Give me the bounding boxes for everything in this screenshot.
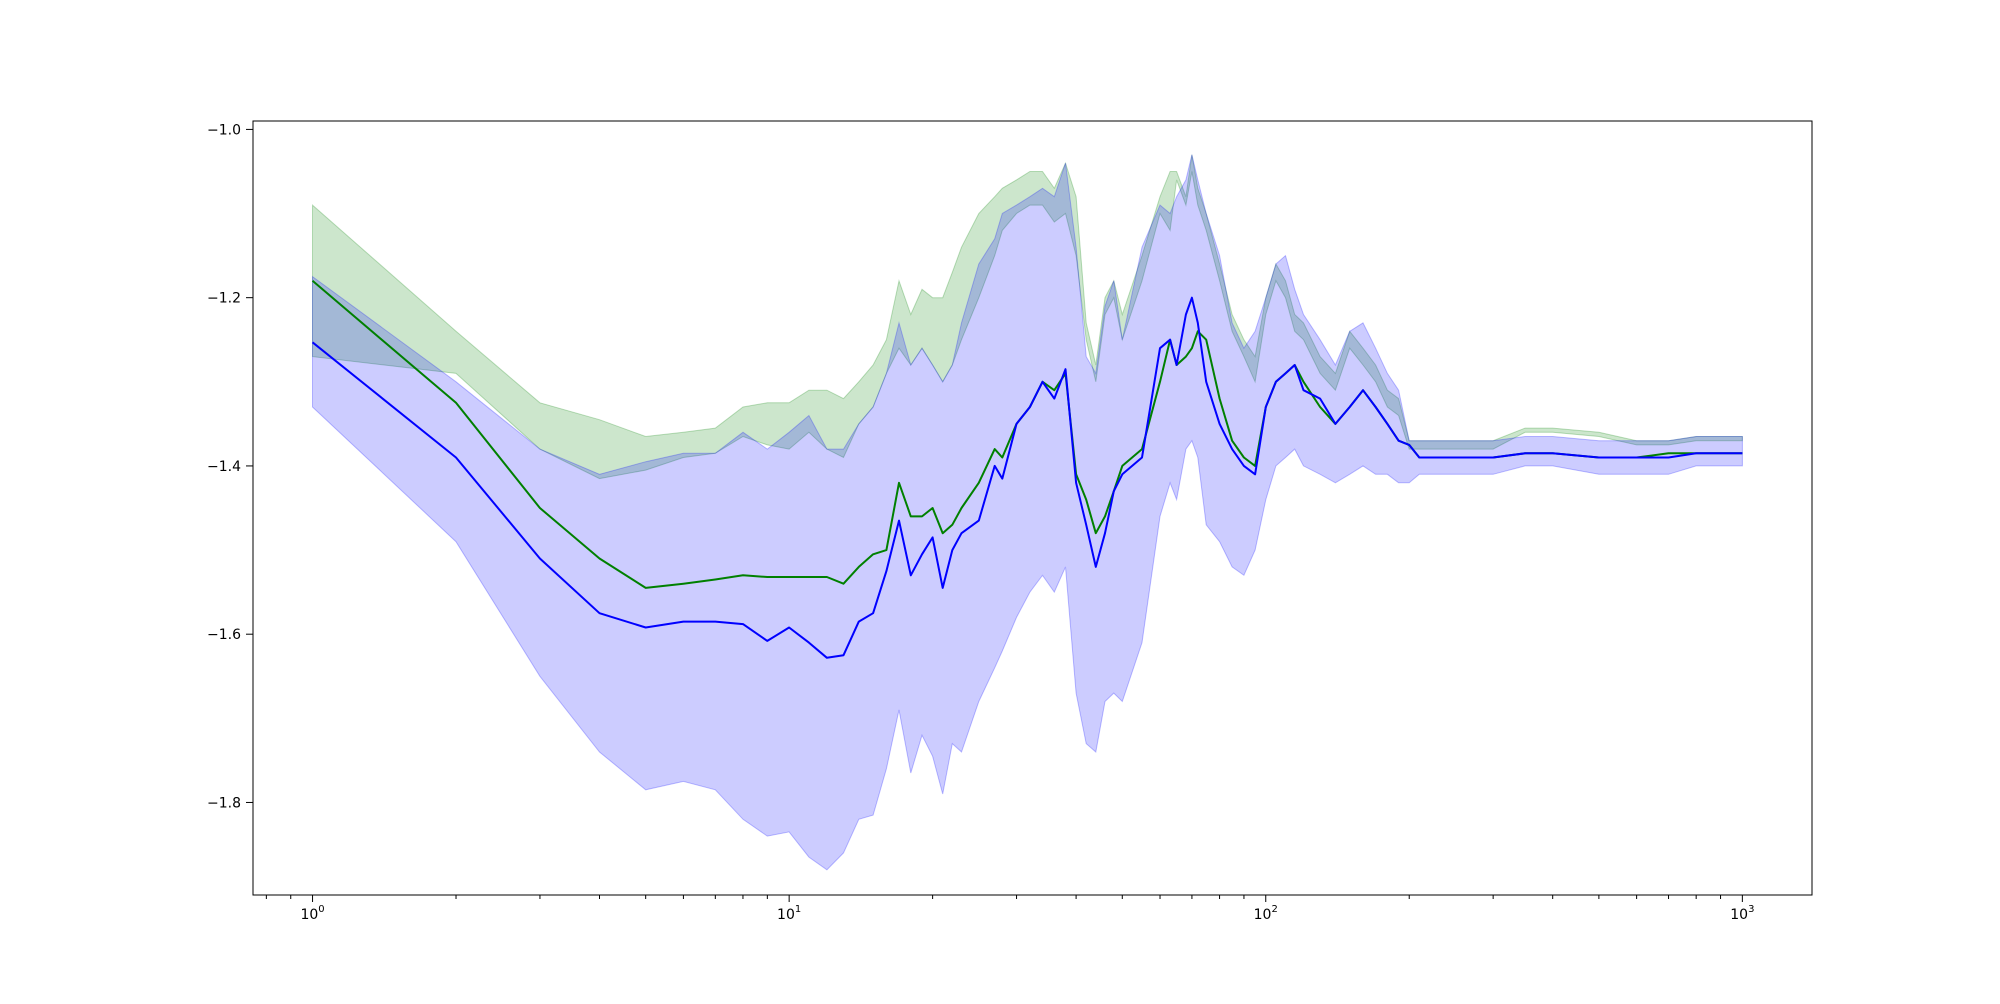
x-tick-label: 102 bbox=[1254, 904, 1278, 923]
series-1-band bbox=[312, 154, 1743, 480]
x-axis: 100 101 102 103 bbox=[265, 895, 1754, 923]
y-tick-label: −1.0 bbox=[207, 122, 241, 138]
series-lines bbox=[311, 280, 1743, 659]
y-tick-label: −1.2 bbox=[207, 291, 241, 307]
confidence-bands bbox=[312, 154, 1743, 871]
series-2-line bbox=[311, 296, 1743, 659]
y-tick-label: −1.6 bbox=[207, 627, 241, 643]
x-tick-label: 103 bbox=[1730, 904, 1754, 923]
y-axis: −1.0 −1.2 −1.4 −1.6 −1.8 bbox=[207, 122, 253, 811]
series-2-band bbox=[312, 154, 1743, 871]
x-tick-label: 101 bbox=[777, 904, 801, 923]
y-tick-label: −1.4 bbox=[207, 459, 241, 475]
y-tick-label: −1.8 bbox=[207, 795, 241, 811]
x-tick-label: 100 bbox=[300, 904, 324, 923]
axes-frame bbox=[252, 120, 1813, 896]
